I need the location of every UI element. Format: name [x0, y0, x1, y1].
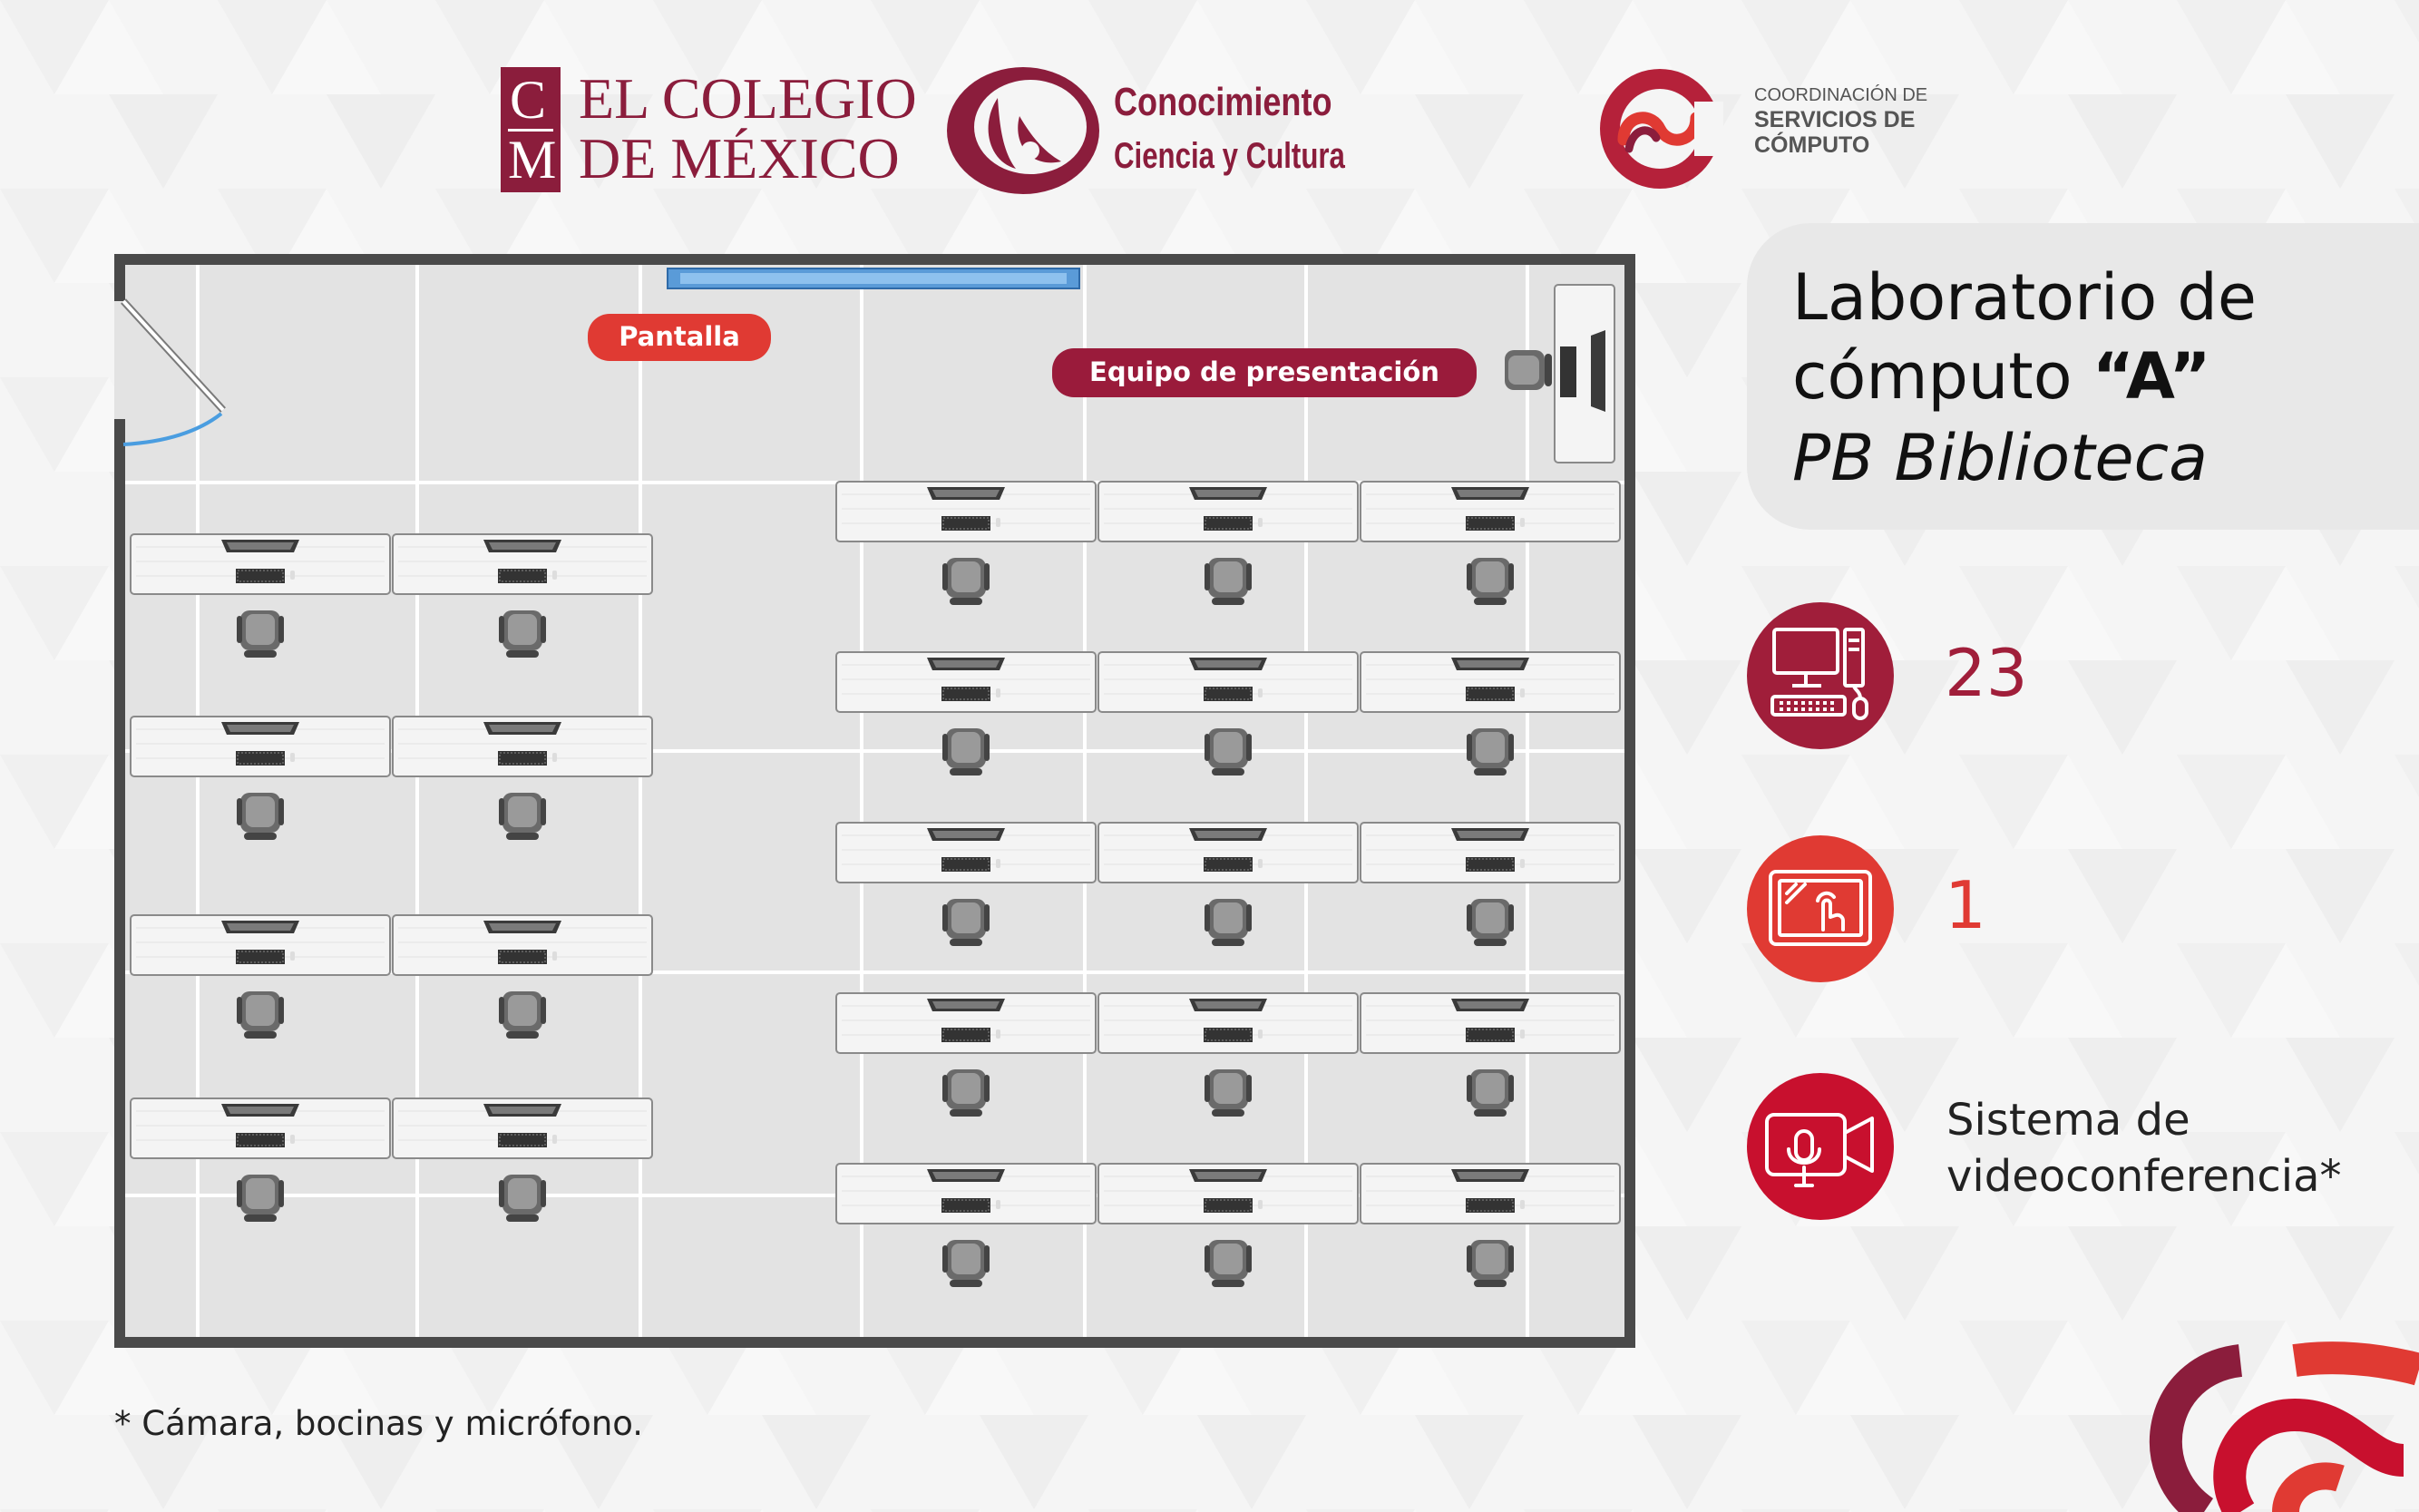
- door: [121, 298, 226, 446]
- scc-logo: COORDINACIÓN DE SERVICIOS DE CÓMPUTO: [1596, 65, 1941, 192]
- desk: [1097, 481, 1359, 542]
- conocimiento-line2: Ciencia y Cultura: [1114, 136, 1345, 176]
- colmex-line1: EL COLEGIO: [579, 66, 917, 131]
- colmex-monogram-c: C: [510, 70, 547, 130]
- title-line-3: PB Biblioteca: [1792, 421, 2209, 495]
- scc-line2: SERVICIOS DE: [1754, 107, 1916, 132]
- butterfly-icon: [947, 67, 1099, 194]
- desk: [130, 533, 391, 595]
- footnote: * Cámara, bocinas y micrófono.: [114, 1404, 644, 1443]
- desk: [130, 716, 391, 777]
- desk: [130, 1097, 391, 1159]
- corner-brand-icon: [2149, 1341, 2419, 1512]
- desk: [392, 1097, 653, 1159]
- title-line-2: cómputo “A”: [1792, 338, 2211, 415]
- videoconference-label-2: videoconferencia*: [1946, 1151, 2342, 1202]
- desk: [835, 992, 1097, 1054]
- colmex-logo: C M EL COLEGIO DE MÉXICO: [501, 65, 917, 194]
- desk: [392, 914, 653, 976]
- colmex-monogram-m: M: [508, 130, 557, 190]
- screen-label: Pantalla: [619, 321, 740, 352]
- presenter-workstation: [1505, 284, 1615, 463]
- desk: [835, 822, 1097, 883]
- title-lab-letter: “A”: [2092, 339, 2211, 414]
- screen-label-pill: [588, 314, 771, 361]
- title-line-2-prefix: cómputo: [1792, 339, 2092, 414]
- conocimiento-line1: Conocimiento: [1114, 80, 1332, 124]
- desk: [1097, 1163, 1359, 1224]
- computer-count: 23: [1945, 635, 2028, 711]
- projection-screen: [667, 268, 1080, 289]
- videoconference-icon-badge: [1747, 1073, 1894, 1220]
- desk: [1097, 822, 1359, 883]
- touchscreen-count: 1: [1945, 867, 1986, 943]
- desk: [392, 716, 653, 777]
- scc-line1: COORDINACIÓN DE: [1754, 85, 1928, 105]
- videoconference-icon: [1765, 1113, 1874, 1187]
- desk: [835, 651, 1097, 713]
- desk: [1097, 651, 1359, 713]
- desk: [1097, 992, 1359, 1054]
- desk: [1360, 651, 1621, 713]
- walls: [114, 254, 1635, 1348]
- desk: [1360, 822, 1621, 883]
- desk: [1360, 1163, 1621, 1224]
- desk: [130, 914, 391, 976]
- title-panel: [1747, 223, 2419, 530]
- desk: [392, 533, 653, 595]
- scc-emblem-icon: [1600, 69, 1723, 189]
- desk: [1360, 992, 1621, 1054]
- computer-icon: [1770, 628, 1868, 720]
- touchscreen-icon-badge: [1747, 835, 1894, 982]
- floor-plan: Pantalla Equipo de presentación: [114, 254, 1635, 1348]
- touchscreen-icon: [1769, 870, 1872, 946]
- presenter-label-pill: [1052, 348, 1477, 397]
- presenter-label: Equipo de presentación: [1089, 356, 1439, 387]
- videoconference-label-1: Sistema de: [1946, 1095, 2190, 1146]
- colmex-line2: DE MÉXICO: [579, 126, 900, 190]
- title-line-1: Laboratorio de: [1792, 260, 2257, 335]
- desk: [835, 1163, 1097, 1224]
- desk: [835, 481, 1097, 542]
- computer-icon-badge: [1747, 602, 1894, 749]
- conocimiento-logo: Conocimiento Ciencia y Cultura: [943, 62, 1345, 198]
- scc-line3: CÓMPUTO: [1754, 132, 1870, 158]
- desk: [1360, 481, 1621, 542]
